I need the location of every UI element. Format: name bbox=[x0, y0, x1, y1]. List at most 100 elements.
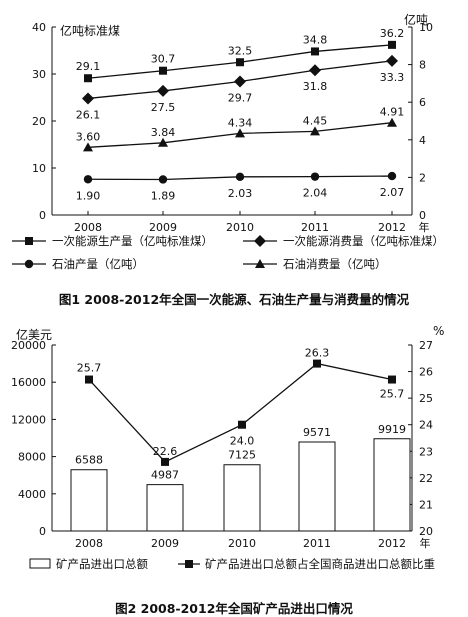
legend-marker bbox=[25, 237, 33, 245]
data-label: 4.45 bbox=[303, 114, 328, 127]
left-y-tick-label: 20 bbox=[32, 115, 46, 128]
bar bbox=[70, 469, 108, 532]
data-label: 1.89 bbox=[151, 189, 176, 202]
data-label: 3.60 bbox=[76, 130, 101, 143]
energy-oil-chart: 0 10 20 30 40 0 2 4 6 8 10 2008 2009 2010 2011 2012 年 亿吨标… bbox=[12, 12, 444, 271]
left-y-tick-label: 20000 bbox=[11, 339, 46, 352]
data-label: 36.2 bbox=[380, 27, 405, 40]
left-y-tick-label: 0 bbox=[39, 525, 46, 538]
x-tick-label: 2008 bbox=[75, 537, 103, 550]
right-y-tick-label: 0 bbox=[419, 209, 426, 222]
data-point bbox=[387, 117, 397, 127]
data-point bbox=[82, 92, 94, 105]
x-axis-unit: 年 bbox=[420, 536, 431, 550]
data-point bbox=[388, 40, 396, 49]
left-y-tick-label: 8000 bbox=[18, 451, 46, 464]
right-y-axis-label: % bbox=[433, 324, 444, 338]
left-y-axis-label: 亿吨标准煤 bbox=[60, 23, 120, 38]
data-point bbox=[236, 58, 244, 67]
right-y-tick-label: 10 bbox=[419, 21, 433, 34]
right-y-tick-label: 27 bbox=[419, 339, 433, 352]
bar-value-label: 6588 bbox=[75, 454, 103, 467]
right-y-tick-label: 8 bbox=[419, 59, 426, 72]
right-y-tick-label: 20 bbox=[419, 525, 433, 538]
data-point bbox=[310, 172, 320, 181]
data-label: 29.7 bbox=[228, 92, 253, 105]
legend-marker bbox=[254, 235, 266, 247]
data-label: 4.34 bbox=[228, 116, 253, 129]
data-point bbox=[309, 64, 321, 77]
bar-value-label: 9571 bbox=[303, 426, 331, 439]
data-label: 1.90 bbox=[76, 189, 101, 202]
data-point bbox=[158, 175, 168, 184]
data-label: 2.07 bbox=[380, 186, 405, 199]
data-label: 31.8 bbox=[303, 80, 328, 93]
legend-label: 石油产量（亿吨） bbox=[52, 257, 144, 271]
left-y-tick-label: 10 bbox=[32, 162, 46, 175]
right-y-tick-label: 21 bbox=[419, 498, 433, 511]
data-label: 33.3 bbox=[380, 71, 405, 84]
ratio-label: 24.0 bbox=[230, 435, 255, 448]
legend-label: 石油消费量（亿吨） bbox=[283, 257, 387, 271]
data-point bbox=[158, 137, 168, 147]
left-y-tick-label: 0 bbox=[39, 209, 46, 222]
right-y-tick-label: 24 bbox=[419, 419, 433, 432]
ratio-point bbox=[85, 375, 93, 384]
data-label: 2.03 bbox=[228, 187, 253, 200]
right-y-tick-label: 4 bbox=[419, 134, 426, 147]
mineral-trade-chart: 0 4000 8000 12000 16000 20000 20 21 22 23 24 25 26 27… bbox=[11, 324, 444, 571]
x-tick-label: 2010 bbox=[228, 537, 256, 550]
data-point bbox=[83, 142, 93, 152]
ratio-label: 22.6 bbox=[153, 445, 178, 458]
ratio-label: 25.7 bbox=[380, 388, 405, 401]
right-y-tick-label: 2 bbox=[419, 171, 426, 184]
ratio-point bbox=[388, 375, 396, 384]
data-point bbox=[235, 172, 245, 182]
data-point bbox=[387, 171, 397, 181]
left-y-tick-label: 30 bbox=[32, 68, 46, 81]
data-label: 34.8 bbox=[303, 33, 328, 46]
data-label: 27.5 bbox=[151, 101, 176, 114]
ratio-point bbox=[238, 420, 246, 429]
bar-value-label: 4987 bbox=[151, 469, 179, 482]
legend-marker bbox=[24, 259, 34, 269]
right-y-tick-label: 23 bbox=[419, 445, 433, 458]
data-point bbox=[234, 75, 246, 88]
left-y-tick-label: 12000 bbox=[11, 413, 46, 426]
right-y-tick-label: 6 bbox=[419, 96, 426, 109]
legend-label: 一次能源生产量（亿吨标准煤） bbox=[52, 234, 213, 248]
right-y-tick-label: 26 bbox=[419, 366, 433, 379]
data-point bbox=[235, 128, 245, 138]
legend-label: 矿产品进出口总额 bbox=[56, 557, 148, 571]
x-tick-label: 2008 bbox=[74, 221, 102, 234]
data-point bbox=[386, 54, 398, 67]
left-y-tick-label: 16000 bbox=[11, 376, 46, 389]
bar-value-label: 9919 bbox=[378, 423, 406, 436]
x-tick-label: 2012 bbox=[378, 537, 406, 550]
data-point bbox=[84, 74, 92, 83]
data-label: 29.1 bbox=[76, 60, 101, 73]
bar bbox=[223, 464, 261, 532]
legend-label: 矿产品进出口总额占全国商品进出口总额比重 bbox=[205, 557, 435, 571]
data-point bbox=[311, 47, 319, 56]
right-y-axis-label: 亿吨 bbox=[404, 12, 428, 27]
left-y-tick-label: 40 bbox=[32, 21, 46, 34]
legend-bar-swatch bbox=[29, 558, 51, 569]
x-axis-unit: 年 bbox=[419, 220, 430, 234]
x-tick-label: 2009 bbox=[149, 221, 177, 234]
data-point bbox=[83, 175, 93, 184]
data-point bbox=[157, 84, 169, 97]
right-y-tick-label: 25 bbox=[419, 392, 433, 405]
bar bbox=[373, 438, 411, 532]
data-label: 3.84 bbox=[151, 126, 176, 139]
x-tick-label: 2011 bbox=[301, 221, 329, 234]
ratio-point bbox=[161, 457, 169, 466]
data-label: 2.04 bbox=[303, 187, 328, 200]
data-label: 30.7 bbox=[151, 53, 176, 66]
data-label: 26.1 bbox=[76, 108, 101, 121]
ratio-label: 25.7 bbox=[77, 362, 102, 375]
left-y-axis-label: 亿美元 bbox=[16, 327, 52, 342]
legend-marker bbox=[185, 560, 193, 568]
ratio-label: 26.3 bbox=[305, 347, 330, 360]
data-point bbox=[159, 66, 167, 75]
